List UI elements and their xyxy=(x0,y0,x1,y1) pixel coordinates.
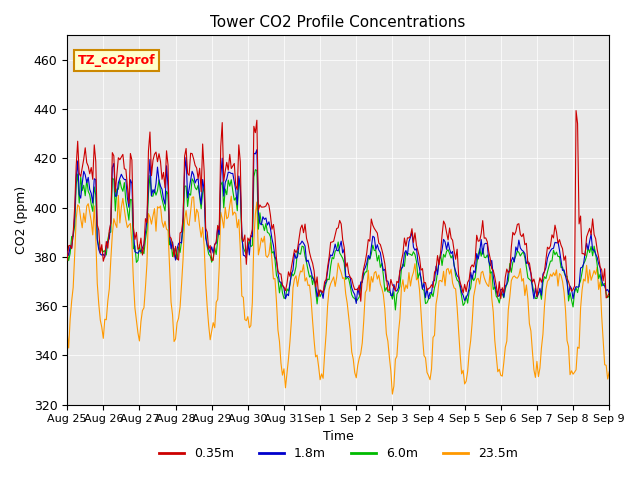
Text: TZ_co2prof: TZ_co2prof xyxy=(78,54,156,67)
Legend: 0.35m, 1.8m, 6.0m, 23.5m: 0.35m, 1.8m, 6.0m, 23.5m xyxy=(154,442,523,465)
Title: Tower CO2 Profile Concentrations: Tower CO2 Profile Concentrations xyxy=(211,15,466,30)
Y-axis label: CO2 (ppm): CO2 (ppm) xyxy=(15,186,28,254)
X-axis label: Time: Time xyxy=(323,430,353,443)
